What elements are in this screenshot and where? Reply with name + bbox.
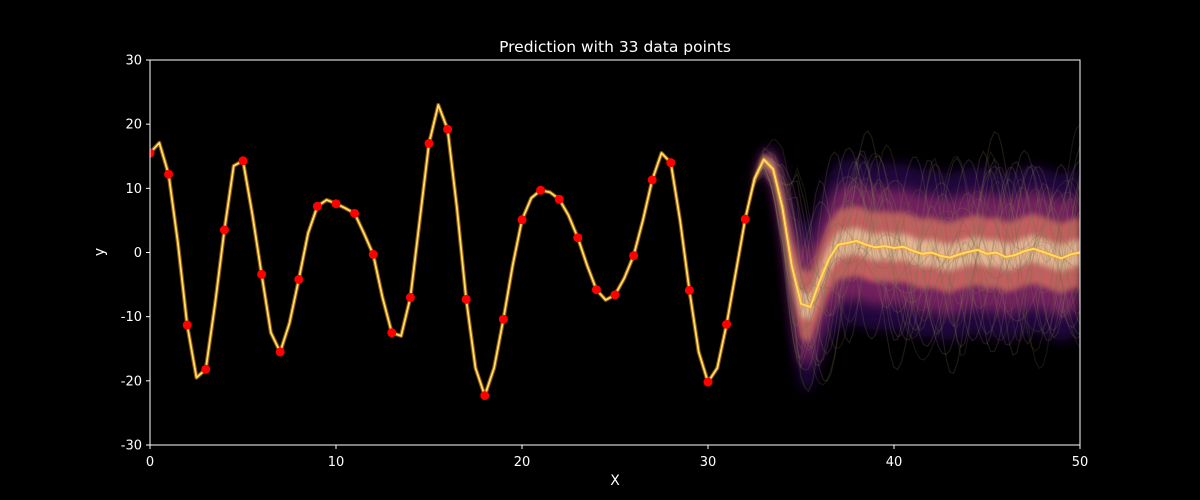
data-point bbox=[722, 319, 732, 329]
sample-curve bbox=[744, 158, 1080, 349]
data-point bbox=[629, 251, 639, 261]
y-tick-label: 10 bbox=[125, 182, 142, 197]
data-point bbox=[350, 208, 360, 218]
x-tick-label: 30 bbox=[700, 455, 717, 470]
data-point bbox=[331, 199, 341, 209]
x-tick-label: 50 bbox=[1072, 455, 1089, 470]
sample-curve bbox=[744, 152, 1080, 371]
y-tick-label: -20 bbox=[121, 374, 142, 389]
data-point bbox=[703, 377, 713, 387]
sample-curve bbox=[744, 156, 1080, 359]
uncertainty-band bbox=[745, 145, 1080, 391]
data-point bbox=[275, 347, 285, 357]
sample-curve bbox=[744, 124, 1080, 370]
data-point bbox=[312, 201, 322, 211]
data-point bbox=[610, 290, 620, 300]
posterior-samples bbox=[744, 124, 1080, 393]
y-tick-label: 30 bbox=[125, 54, 142, 69]
sample-curve bbox=[744, 155, 1080, 332]
sample-curve bbox=[744, 138, 1080, 386]
y-axis-label: y bbox=[92, 248, 108, 256]
x-axis: 0 10 20 30 40 50 bbox=[146, 445, 1088, 470]
data-point bbox=[424, 138, 434, 148]
data-point bbox=[257, 269, 267, 279]
data-point bbox=[480, 391, 490, 401]
sample-curve bbox=[744, 165, 1080, 347]
data-point bbox=[150, 148, 155, 158]
sample-curve bbox=[744, 130, 1080, 371]
data-point bbox=[368, 249, 378, 259]
sample-curve bbox=[744, 150, 1080, 356]
band-core bbox=[745, 157, 1080, 321]
data-points bbox=[150, 124, 750, 401]
x-tick-label: 20 bbox=[514, 455, 531, 470]
data-point bbox=[219, 225, 229, 235]
y-axis: -30 -20 -10 0 10 20 30 bbox=[121, 54, 150, 454]
data-point bbox=[164, 169, 174, 179]
data-point bbox=[666, 158, 676, 168]
y-tick-label: 0 bbox=[134, 246, 142, 261]
sample-curve bbox=[744, 156, 1080, 374]
data-point bbox=[647, 175, 657, 185]
y-tick-label: 20 bbox=[125, 118, 142, 133]
sample-curve bbox=[744, 150, 1080, 357]
data-point bbox=[573, 233, 583, 243]
data-point bbox=[554, 194, 564, 204]
data-point bbox=[387, 328, 397, 338]
sample-curve bbox=[744, 150, 1080, 356]
chart-title: Prediction with 33 data points bbox=[499, 38, 731, 56]
x-axis-label: X bbox=[610, 473, 620, 489]
plot-area bbox=[150, 102, 1080, 401]
data-point bbox=[591, 285, 601, 295]
sample-curve bbox=[744, 144, 1080, 352]
x-tick-label: 0 bbox=[146, 455, 154, 470]
sample-curve bbox=[744, 155, 1080, 341]
sample-curve bbox=[744, 147, 1080, 393]
sample-curve bbox=[744, 149, 1080, 351]
sample-curve bbox=[744, 165, 1080, 356]
data-point bbox=[182, 320, 192, 330]
sample-curve bbox=[744, 147, 1080, 362]
data-point bbox=[498, 314, 508, 324]
sample-curve bbox=[744, 154, 1080, 352]
data-point bbox=[517, 215, 527, 225]
sample-curve bbox=[744, 161, 1080, 313]
data-point bbox=[201, 364, 211, 374]
data-point bbox=[684, 285, 694, 295]
y-tick-label: -30 bbox=[121, 439, 142, 454]
sample-curve bbox=[744, 161, 1080, 333]
x-tick-label: 40 bbox=[886, 455, 903, 470]
sample-curve bbox=[744, 153, 1080, 333]
sample-curve bbox=[744, 167, 1080, 328]
data-point bbox=[238, 156, 248, 166]
data-point bbox=[443, 124, 453, 134]
sample-curve bbox=[744, 160, 1080, 367]
data-point bbox=[461, 294, 471, 304]
sample-curve bbox=[744, 151, 1080, 361]
sample-curve bbox=[744, 129, 1080, 382]
data-point bbox=[294, 274, 304, 284]
sample-curve bbox=[744, 159, 1080, 369]
x-tick-label: 10 bbox=[328, 455, 345, 470]
data-point bbox=[536, 185, 546, 195]
sample-curve bbox=[744, 152, 1080, 363]
y-tick-label: -10 bbox=[121, 310, 142, 325]
data-point bbox=[740, 214, 750, 224]
data-point bbox=[405, 292, 415, 302]
